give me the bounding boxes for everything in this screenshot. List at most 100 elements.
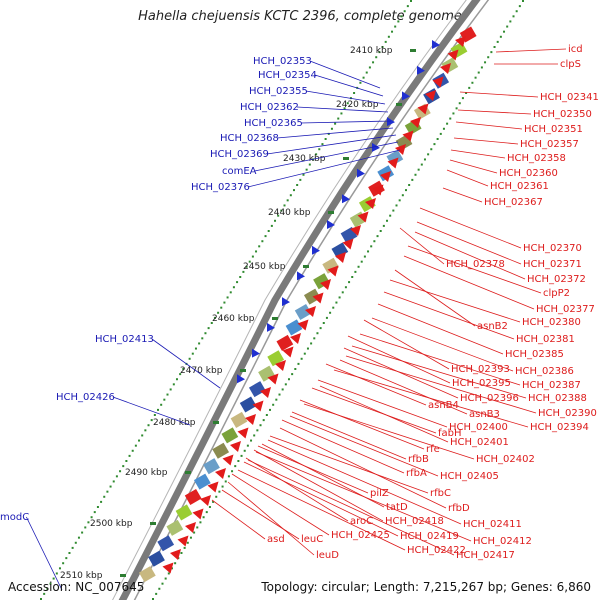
reverse-gene-label[interactable]: HCH_02418 <box>385 516 444 527</box>
gc-dot <box>245 265 248 268</box>
reverse-leader-line <box>289 415 439 477</box>
reverse-gene-label[interactable]: HCH_02419 <box>400 531 459 542</box>
forward-gene-label[interactable]: HCH_02365 <box>244 118 303 129</box>
reverse-gene-label[interactable]: aroC <box>350 516 373 527</box>
reverse-gene-label[interactable]: HCH_02358 <box>507 153 566 164</box>
forward-gene-arrow <box>342 194 350 204</box>
forward-gene-label[interactable]: HCH_02354 <box>258 70 317 81</box>
reverse-gene-label[interactable]: HCH_02350 <box>533 109 592 120</box>
reverse-gene-label[interactable]: HCH_02417 <box>456 550 515 561</box>
gc-dot <box>144 429 147 432</box>
reverse-gene-label[interactable]: HCH_02341 <box>540 92 599 103</box>
gc-dot <box>259 424 262 427</box>
gc-dot <box>353 92 356 94</box>
reverse-gene-label[interactable]: HCH_02357 <box>520 139 579 150</box>
reverse-leader-line <box>351 345 527 399</box>
reverse-gene-label[interactable]: HCH_02395 <box>452 378 511 389</box>
gene-block <box>212 442 230 459</box>
reverse-gene-label[interactable]: tatD <box>386 502 408 513</box>
gc-dot <box>150 419 153 422</box>
reverse-gene-label[interactable]: rfbA <box>406 468 427 479</box>
gc-dot <box>496 40 499 43</box>
reverse-gene-label[interactable]: HCH_02380 <box>522 317 581 328</box>
reverse-gene-label[interactable]: clpS <box>560 59 581 70</box>
forward-gene-label[interactable]: comEA <box>222 166 257 177</box>
reverse-gene-label[interactable]: HCH_02370 <box>523 243 582 254</box>
reverse-gene-label[interactable]: HCH_02367 <box>484 197 543 208</box>
reverse-gene-label[interactable]: HCH_02371 <box>523 259 582 270</box>
reverse-leader-line <box>459 91 539 98</box>
reverse-gene-label[interactable]: HCH_02400 <box>449 422 508 433</box>
gene-block <box>239 396 257 413</box>
reverse-gene-label[interactable]: asnB4 <box>428 400 459 411</box>
forward-gene-label[interactable]: HCH_02368 <box>220 133 279 144</box>
reverse-gene-label[interactable]: clpP2 <box>543 288 570 299</box>
reverse-gene-label[interactable]: rfbB <box>408 454 429 465</box>
forward-gene-label[interactable]: HCH_02355 <box>249 86 308 97</box>
reverse-gene-label[interactable]: HCH_02381 <box>516 334 575 345</box>
gc-dot <box>170 567 173 570</box>
reverse-gene-label[interactable]: leuC <box>301 534 323 545</box>
reverse-gene-label[interactable]: HCH_02411 <box>463 519 522 530</box>
gc-dot <box>461 97 464 100</box>
reverse-gene-label[interactable]: asnB3 <box>469 409 500 420</box>
reverse-gene-label[interactable]: HCH_02372 <box>527 274 586 285</box>
reverse-gene-arrow <box>207 481 219 493</box>
kbp-tick-label: 2480 kbp <box>153 418 196 428</box>
forward-gene-label[interactable]: HCH_02362 <box>240 102 299 113</box>
reverse-gene-label[interactable]: HCH_02396 <box>460 393 519 404</box>
reverse-gene-label[interactable]: HCH_02393 <box>451 364 510 375</box>
gc-dot <box>490 51 493 54</box>
gc-dot <box>319 327 322 330</box>
gene-block <box>294 304 312 321</box>
gc-dot <box>398 199 401 202</box>
gc-dot <box>163 398 166 401</box>
gc-dot <box>239 276 242 278</box>
forward-gene-label[interactable]: modC <box>0 512 29 523</box>
reverse-gene-label[interactable]: HCH_02361 <box>490 181 549 192</box>
reverse-gene-label[interactable]: rfbD <box>448 503 470 514</box>
forward-gene-label[interactable]: HCH_02413 <box>95 334 154 345</box>
reverse-gene-arrow <box>410 117 421 128</box>
reverse-gene-label[interactable]: HCH_02387 <box>522 380 581 391</box>
gc-dot <box>395 204 398 207</box>
reverse-gene-label[interactable]: HCH_02422 <box>407 545 466 556</box>
forward-gene-label[interactable]: HCH_02353 <box>253 56 312 67</box>
reverse-gene-label[interactable]: HCH_02390 <box>538 408 597 419</box>
reverse-gene-label[interactable]: HCH_02412 <box>473 536 532 547</box>
reverse-gene-label[interactable]: HCH_02378 <box>446 259 505 270</box>
reverse-gene-label[interactable]: asd <box>267 534 285 545</box>
reverse-gene-label[interactable]: HCH_02386 <box>515 366 574 377</box>
forward-gene-arrow <box>402 91 410 101</box>
gc-dot <box>186 541 189 544</box>
gene-block <box>203 458 220 475</box>
reverse-leader-line <box>416 221 522 265</box>
gc-dot <box>166 393 169 396</box>
forward-gene-label[interactable]: HCH_02369 <box>210 149 269 160</box>
reverse-gene-label[interactable]: HCH_02401 <box>450 437 509 448</box>
forward-gene-arrow <box>267 322 275 332</box>
reverse-gene-label[interactable]: HCH_02377 <box>536 304 595 315</box>
reverse-gene-label[interactable]: HCH_02405 <box>440 471 499 482</box>
gc-dot <box>231 470 234 473</box>
reverse-gene-label[interactable]: HCH_02394 <box>530 422 589 433</box>
gc-dot <box>119 470 122 473</box>
gc-dot <box>404 189 407 192</box>
reverse-gene-label[interactable]: HCH_02402 <box>476 454 535 465</box>
reverse-gene-label[interactable]: asnB2 <box>477 321 508 332</box>
reverse-gene-label[interactable]: HCH_02425 <box>331 530 390 541</box>
reverse-gene-label[interactable]: fabH <box>438 428 462 439</box>
reverse-gene-label[interactable]: leuD <box>316 550 339 561</box>
reverse-gene-label[interactable]: rfbC <box>430 488 451 499</box>
forward-gene-label[interactable]: HCH_02376 <box>191 182 250 193</box>
reverse-gene-label[interactable]: HCH_02388 <box>528 393 587 404</box>
forward-gene-label[interactable]: HCH_02426 <box>56 392 115 403</box>
reverse-gene-label[interactable]: pilZ <box>370 488 389 499</box>
reverse-gene-label[interactable]: HCH_02351 <box>524 124 583 135</box>
reverse-gene-label[interactable]: HCH_02385 <box>505 349 564 360</box>
reverse-gene-label[interactable]: icd <box>568 44 583 55</box>
reverse-gene-label[interactable]: rfe <box>426 444 440 455</box>
reverse-gene-label[interactable]: HCH_02360 <box>499 168 558 179</box>
reverse-leader-line <box>371 317 514 372</box>
gc-dot <box>360 260 363 263</box>
